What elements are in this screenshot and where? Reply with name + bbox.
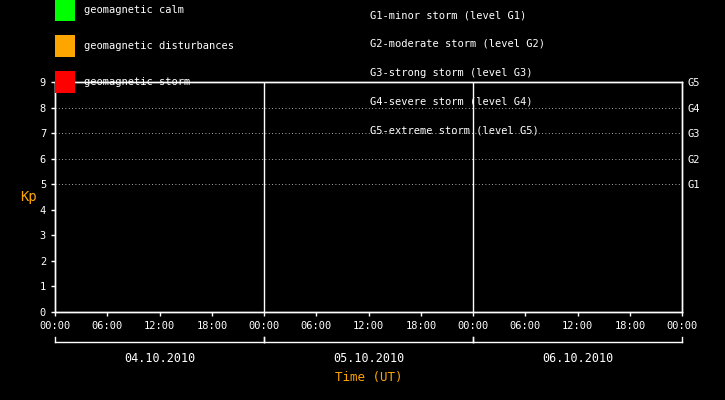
- Text: Time (UT): Time (UT): [335, 372, 402, 384]
- Text: geomagnetic disturbances: geomagnetic disturbances: [84, 41, 234, 51]
- Text: G4-severe storm (level G4): G4-severe storm (level G4): [370, 96, 532, 106]
- Text: 04.10.2010: 04.10.2010: [124, 352, 195, 364]
- Text: G2-moderate storm (level G2): G2-moderate storm (level G2): [370, 39, 544, 49]
- Text: 05.10.2010: 05.10.2010: [333, 352, 405, 364]
- Text: G3-strong storm (level G3): G3-strong storm (level G3): [370, 68, 532, 78]
- Y-axis label: Kp: Kp: [20, 190, 37, 204]
- Text: G5-extreme storm (level G5): G5-extreme storm (level G5): [370, 125, 539, 135]
- Text: 06.10.2010: 06.10.2010: [542, 352, 613, 364]
- Text: G1-minor storm (level G1): G1-minor storm (level G1): [370, 10, 526, 20]
- Text: geomagnetic storm: geomagnetic storm: [84, 77, 191, 87]
- Text: geomagnetic calm: geomagnetic calm: [84, 5, 184, 15]
